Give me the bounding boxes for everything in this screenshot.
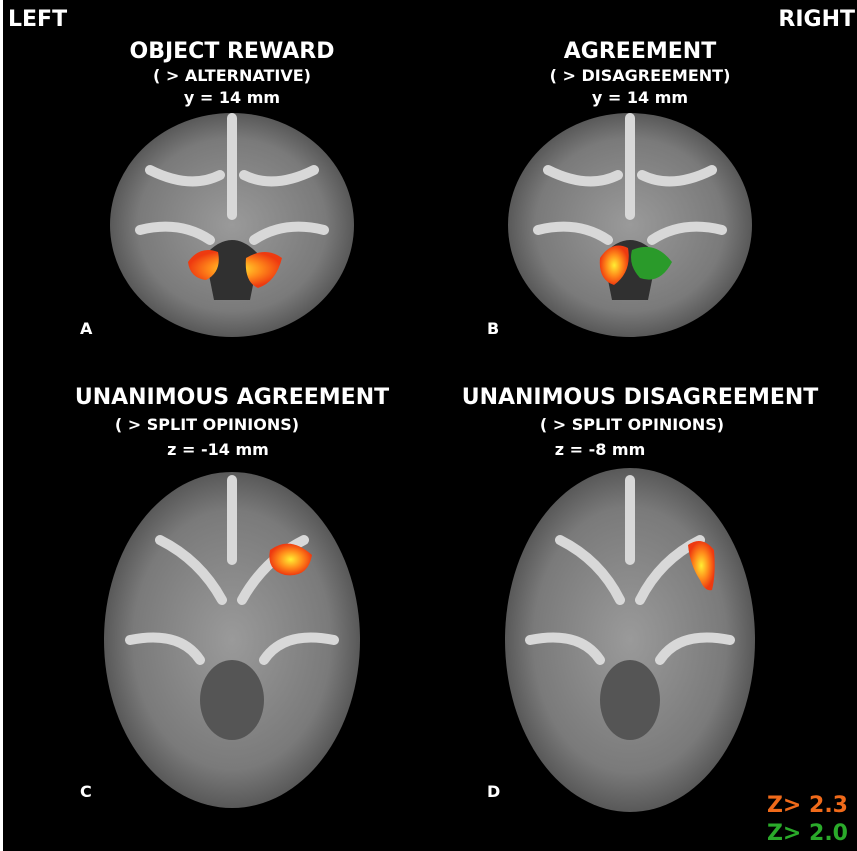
legend-entry: Z> 2.3: [767, 793, 848, 818]
figure: LEFT RIGHT OBJECT REWARD ( > ALTERNATIVE…: [0, 0, 857, 851]
legend-entry: Z> 2.0: [767, 821, 848, 846]
panel-subtitle: ( > SPLIT OPINIONS): [540, 415, 724, 434]
panel-title: OBJECT REWARD: [130, 39, 335, 64]
axial-brain: [104, 472, 360, 808]
panel-coordinate: z = -8 mm: [555, 440, 646, 459]
border: [0, 0, 3, 851]
coronal-brain: [110, 113, 354, 337]
panel-coordinate: z = -14 mm: [167, 440, 269, 459]
right-label: RIGHT: [778, 7, 855, 32]
coronal-brain: [508, 113, 752, 337]
panel-subtitle: ( > ALTERNATIVE): [153, 66, 311, 85]
panel-title: AGREEMENT: [564, 39, 716, 64]
axial-brain: [505, 468, 755, 812]
panel-coordinate: y = 14 mm: [184, 88, 280, 107]
panel-letter: D: [487, 782, 500, 801]
panel-letter: A: [80, 319, 93, 338]
panel-coordinate: y = 14 mm: [592, 88, 688, 107]
panel-title: UNANIMOUS DISAGREEMENT: [462, 385, 819, 410]
panel-title: UNANIMOUS AGREEMENT: [75, 385, 389, 410]
panel-letter: B: [487, 319, 499, 338]
panel-subtitle: ( > DISAGREEMENT): [550, 66, 731, 85]
panel-letter: C: [80, 782, 92, 801]
panel-subtitle: ( > SPLIT OPINIONS): [115, 415, 299, 434]
left-label: LEFT: [8, 7, 67, 32]
